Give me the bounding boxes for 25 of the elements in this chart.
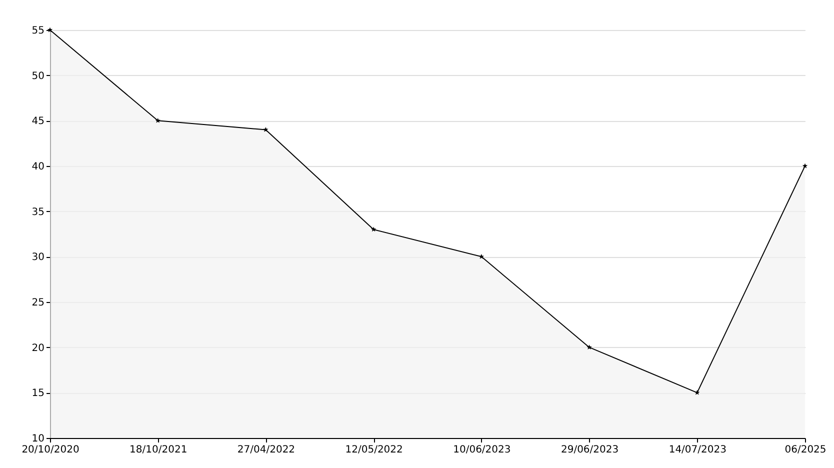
y-tick-label: 45 — [32, 116, 44, 128]
point — [694, 390, 700, 395]
y-tick-label: 50 — [32, 70, 44, 82]
x-tick-label: 06/2025 — [784, 444, 826, 456]
y-tick-label: 35 — [32, 206, 44, 218]
x-tick-label: 20/10/2020 — [22, 444, 80, 456]
y-tick-label: 30 — [32, 252, 44, 264]
point — [478, 254, 484, 259]
x-tick-label: 10/06/2023 — [453, 444, 511, 456]
x-tick-label: 29/06/2023 — [560, 444, 619, 456]
point — [263, 126, 268, 132]
x-tick-label: 18/10/2021 — [130, 444, 188, 456]
point — [370, 226, 376, 232]
y-tick-label: 15 — [32, 388, 44, 400]
y-tick-label: 40 — [32, 162, 44, 172]
point — [586, 344, 592, 350]
point — [802, 163, 808, 168]
x-tick-label: 14/07/2023 — [668, 444, 726, 456]
point — [155, 118, 160, 123]
y-tick-label: 25 — [32, 298, 44, 308]
y-tick-label: 55 — [32, 26, 44, 36]
x-tick-label: 27/04/2022 — [237, 444, 296, 456]
x-tick-label: 12/05/2022 — [345, 444, 403, 456]
y-tick-label: 10 — [32, 434, 44, 444]
y-tick-label: 20 — [32, 342, 44, 354]
